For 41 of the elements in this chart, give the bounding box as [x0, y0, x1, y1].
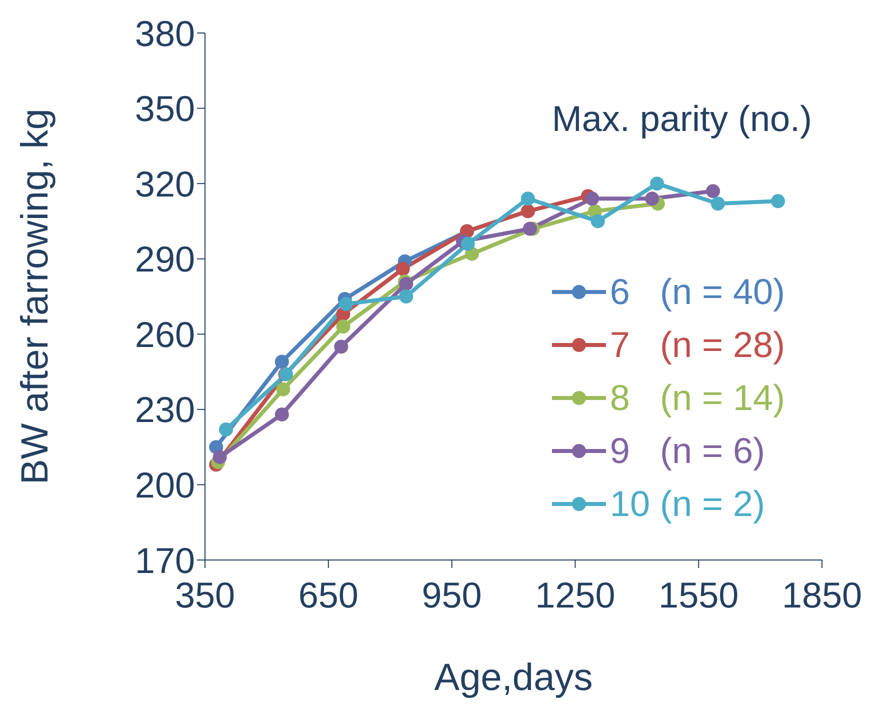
- point: [460, 236, 475, 251]
- point: [339, 297, 354, 312]
- point: [212, 450, 227, 464]
- point: [218, 422, 233, 437]
- point: [590, 214, 605, 228]
- point: [274, 354, 289, 369]
- legend-label: 7 (n = 28): [610, 324, 786, 366]
- point: [522, 222, 537, 236]
- y-tick-label: 260: [134, 314, 195, 355]
- point: [520, 192, 535, 206]
- legend-label: 9 (n = 6): [610, 430, 765, 472]
- point: [399, 276, 414, 291]
- point: [710, 196, 725, 211]
- point: [706, 184, 720, 198]
- point: [585, 192, 600, 206]
- x-axis-title: Age,days: [434, 657, 593, 699]
- x-tick-label: 950: [422, 574, 482, 616]
- point: [336, 320, 350, 334]
- point: [650, 176, 664, 191]
- x-tick-label: 1250: [535, 574, 616, 616]
- y-tick-label: 290: [134, 238, 195, 280]
- legend-title: Max. parity (no.): [552, 98, 812, 140]
- legend-label: 6 (n = 40): [610, 270, 786, 312]
- x-tick-label: 1550: [658, 574, 739, 616]
- point: [334, 340, 348, 354]
- point: [770, 194, 785, 208]
- y-tick-label: 320: [134, 163, 195, 204]
- point: [396, 262, 410, 276]
- point: [274, 407, 289, 422]
- legend-label: 10 (n = 2): [610, 482, 766, 524]
- point: [399, 290, 414, 304]
- point: [276, 382, 290, 396]
- legend-label: 8 (n = 14): [610, 376, 786, 418]
- x-tick-label: 650: [298, 574, 358, 616]
- y-axis-title: BW after farrowing, kg: [14, 108, 56, 484]
- y-tick-label: 230: [134, 389, 195, 430]
- point: [645, 192, 660, 206]
- y-tick-label: 350: [134, 88, 195, 130]
- y-tick-label: 380: [134, 12, 195, 54]
- x-tick-label: 1850: [782, 574, 862, 616]
- y-tick-label: 200: [134, 464, 195, 506]
